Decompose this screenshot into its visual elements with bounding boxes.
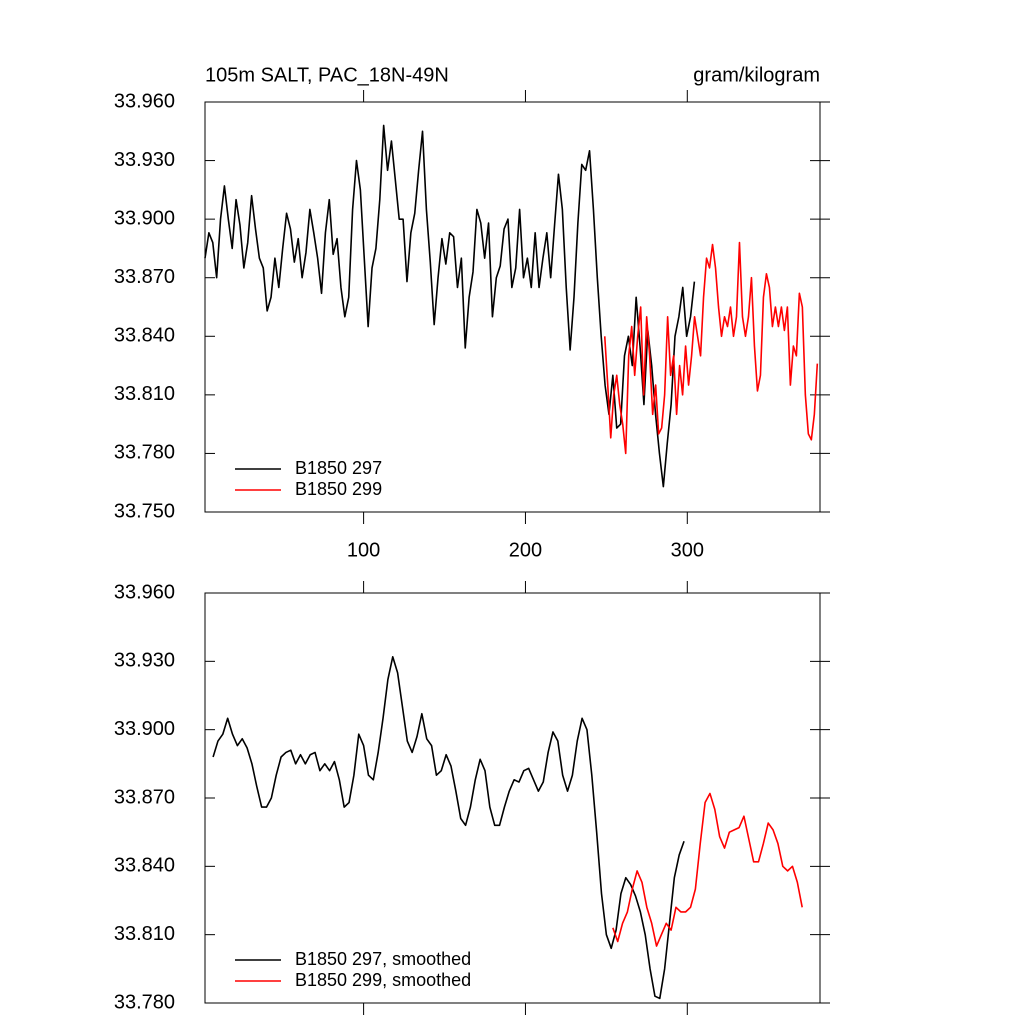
y-tick-label: 33.810 bbox=[114, 923, 175, 945]
data-line bbox=[603, 241, 819, 455]
data-line bbox=[212, 655, 685, 1000]
y-tick-label: 33.810 bbox=[114, 383, 175, 405]
y-tick-label: 33.900 bbox=[114, 207, 175, 229]
y-tick-label: 33.750 bbox=[114, 500, 175, 522]
y-tick-label: 33.960 bbox=[114, 581, 175, 603]
y-tick-label: 33.930 bbox=[114, 149, 175, 171]
data-line bbox=[204, 124, 696, 488]
x-tick-label: 300 bbox=[671, 539, 704, 561]
y-tick-label: 33.780 bbox=[114, 991, 175, 1013]
x-tick-label: 200 bbox=[509, 539, 542, 561]
y-tick-label: 33.840 bbox=[114, 325, 175, 347]
legend-label: B1850 299, smoothed bbox=[295, 970, 471, 990]
y-tick-label: 33.900 bbox=[114, 718, 175, 740]
x-tick-label: 100 bbox=[347, 539, 380, 561]
y-tick-label: 33.870 bbox=[114, 786, 175, 808]
y-tick-label: 33.930 bbox=[114, 650, 175, 672]
data-line bbox=[612, 792, 803, 947]
legend-label: B1850 299 bbox=[295, 479, 382, 499]
chart-title: 105m SALT, PAC_18N-49N bbox=[205, 64, 449, 86]
y-tick-label: 33.870 bbox=[114, 266, 175, 288]
y-tick-label: 33.960 bbox=[114, 90, 175, 112]
plot-frame bbox=[204, 101, 821, 513]
units-label: gram/kilogram bbox=[693, 64, 820, 86]
y-tick-label: 33.780 bbox=[114, 442, 175, 464]
legend-label: B1850 297, smoothed bbox=[295, 949, 471, 969]
legend-label: B1850 297 bbox=[295, 458, 382, 478]
y-tick-label: 33.840 bbox=[114, 855, 175, 877]
